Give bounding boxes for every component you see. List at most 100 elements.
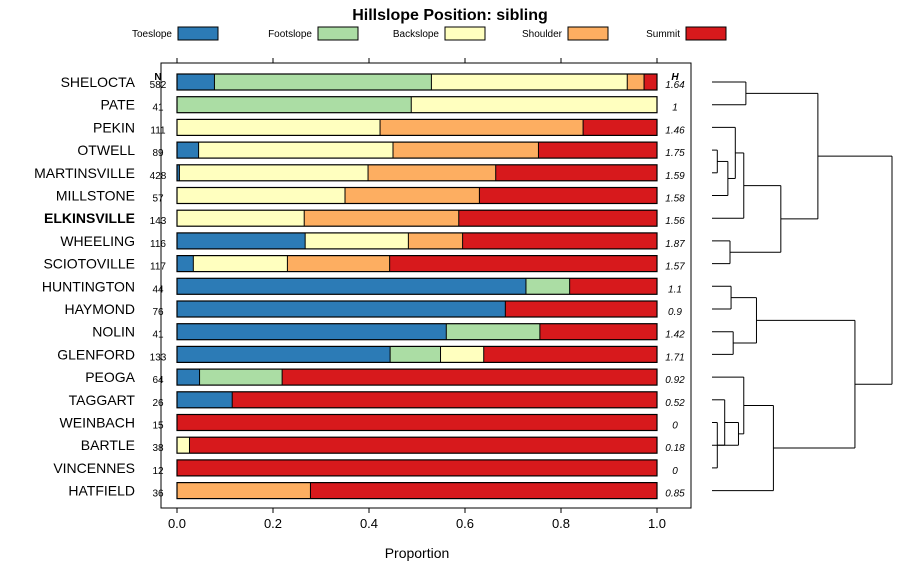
category-label: BARTLE (81, 437, 135, 453)
bar-segment-summit (539, 323, 657, 340)
bar-segment-backslope (440, 346, 484, 363)
bar-row-peoga: PEOGA 64 0.92 (85, 368, 685, 386)
bar-row-nolin: NOLIN 41 1.42 (92, 323, 685, 341)
bar-segment-shoulder (177, 482, 311, 499)
bar-row-shelocta: SHELOCTA 582 1.64 (61, 73, 685, 91)
bar-segment-shoulder (380, 119, 584, 136)
bar-segment-footslope (390, 346, 441, 363)
bar-segment-backslope (179, 164, 369, 181)
legend-label: Backslope (393, 29, 440, 40)
h-value: 1.56 (665, 216, 685, 227)
n-value: 15 (152, 421, 164, 432)
plot-area: 0.0 0.2 0.4 0.6 0.8 1.0 N H SHELOCTA 582 1.64 PATE 4… (34, 58, 692, 531)
n-value: 26 (152, 398, 164, 409)
chart-title: Hillslope Position: sibling (352, 7, 548, 24)
bar-segment-backslope (177, 437, 190, 454)
bar-segment-backslope (198, 142, 393, 159)
bar-segment-backslope (177, 187, 345, 204)
category-label: PATE (101, 97, 136, 113)
bar-outline (176, 413, 658, 432)
x-tick-label: 0.0 (168, 516, 186, 531)
x-tick-label: 1.0 (648, 516, 666, 531)
bar-outline (176, 232, 658, 250)
n-value: 428 (150, 171, 167, 182)
bar-outline (176, 482, 658, 500)
bar-segment-backslope (177, 119, 381, 136)
bar-segment-summit (538, 142, 657, 159)
bar-row-pate: PATE 41 1 (101, 96, 678, 114)
bar-outline (176, 300, 658, 318)
bar-segment-backslope (177, 210, 305, 227)
bar-segment-summit (644, 74, 657, 90)
legend-label: Footslope (268, 29, 312, 40)
bar-segment-shoulder (287, 255, 390, 272)
category-label: TAGGART (69, 392, 136, 408)
n-value: 89 (152, 148, 164, 159)
category-label: HATFIELD (68, 483, 135, 499)
x-tick-label: 0.8 (552, 516, 570, 531)
bar-outline (176, 391, 658, 409)
bar-segment-backslope (411, 96, 657, 113)
n-value: 44 (152, 284, 164, 295)
n-value: 116 (150, 239, 166, 250)
h-value: 0 (672, 466, 678, 477)
legend-item-backslope: Backslope (393, 26, 486, 41)
h-value: 1 (672, 103, 678, 114)
dendrogram (712, 81, 893, 492)
bar-segment-footslope (446, 323, 540, 340)
category-label: ELKINSVILLE (44, 210, 135, 226)
n-value: 64 (152, 375, 164, 386)
legend-swatch (685, 26, 727, 41)
category-label: SHELOCTA (61, 74, 136, 90)
bar-segment-summit (569, 278, 657, 295)
bar-row-glenford: GLENFORD 133 1.71 (57, 345, 685, 363)
bar-row-weinbach: WEINBACH 15 0 (60, 413, 678, 432)
n-value: 38 (152, 443, 164, 454)
bar-row-vincennes: VINCENNES 12 0 (53, 459, 678, 477)
bar-segment-summit (177, 459, 657, 476)
bar-segment-footslope (525, 278, 570, 295)
bar-row-wheeling: WHEELING 116 1.87 (60, 232, 685, 250)
bar-outline (176, 255, 658, 273)
n-column-header: N (154, 72, 161, 83)
bar-segment-summit (282, 369, 657, 386)
legend-label: Summit (646, 29, 680, 40)
x-axis-label: Proportion (385, 545, 450, 561)
category-label: WEINBACH (60, 415, 135, 431)
category-label: GLENFORD (57, 346, 135, 362)
category-label: HAYMOND (64, 301, 135, 317)
h-value: 1.46 (665, 125, 685, 136)
bar-outline (176, 436, 658, 454)
bar-segment-shoulder (345, 187, 480, 204)
category-label: OTWELL (77, 142, 135, 158)
bar-outline (176, 345, 658, 363)
bar-segment-summit (483, 346, 657, 363)
legend-swatch (317, 26, 359, 41)
bar-row-huntington: HUNTINGTON 44 1.1 (42, 277, 682, 295)
h-value: 1.59 (665, 171, 685, 182)
bar-segment-summit (479, 187, 657, 204)
h-value: 1.64 (665, 80, 685, 91)
legend-item-toeslope: Toeslope (132, 26, 219, 41)
bar-row-bartle: BARTLE 38 0.18 (81, 436, 685, 454)
h-value: 1.57 (665, 262, 685, 273)
bar-row-otwell: OTWELL 89 1.75 (77, 141, 685, 159)
bar-outline (176, 96, 658, 114)
legend-label: Shoulder (522, 29, 563, 40)
legend: Toeslope Footslope Backslope Shoulder Summit (132, 26, 727, 41)
n-value: 143 (150, 216, 167, 227)
category-label: MILLSTONE (56, 188, 135, 204)
bar-segment-summit (462, 232, 657, 249)
n-value: 133 (150, 352, 167, 363)
h-value: 0.85 (665, 489, 685, 500)
bar-segment-summit (232, 391, 657, 408)
bar-row-millstone: MILLSTONE 57 1.58 (56, 186, 685, 205)
bar-segment-toeslope (177, 255, 194, 272)
bar-outline (176, 459, 658, 477)
category-label: MARTINSVILLE (34, 165, 135, 181)
bar-outline (176, 186, 658, 205)
legend-item-footslope: Footslope (268, 26, 359, 41)
bar-segment-footslope (199, 369, 283, 386)
h-column-header: H (671, 72, 679, 83)
